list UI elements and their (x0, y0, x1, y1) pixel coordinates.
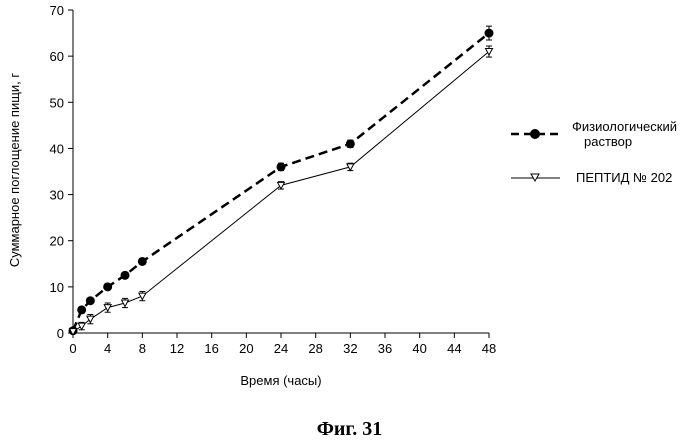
x-tick-label: 28 (308, 341, 322, 356)
legend-saline-label-line2: раствор (584, 134, 632, 149)
figure-caption: Фиг. 31 (316, 418, 383, 440)
peptide-data-point (484, 48, 494, 57)
saline-data-point (345, 139, 355, 149)
peptide-data-point (103, 304, 113, 313)
legend-item-saline: Физиологический раствор (511, 119, 677, 149)
x-tick-label: 32 (343, 341, 357, 356)
y-tick-label: 60 (50, 49, 64, 64)
peptide-data-point (345, 163, 355, 172)
legend-saline-label-line1: Физиологический (572, 119, 677, 134)
x-tick-label: 36 (378, 341, 392, 356)
legend-peptide-label: ПЕПТИД № 202 (576, 170, 672, 185)
y-axis-title: Суммарное поглощение пищи, г (7, 73, 22, 268)
saline-data-point (276, 162, 286, 172)
y-tick-label: 20 (50, 234, 64, 249)
peptide-data-point (120, 299, 130, 308)
x-tick-label: 12 (170, 341, 184, 356)
x-tick-label: 44 (447, 341, 461, 356)
axes (72, 10, 489, 334)
peptide-data-point (68, 328, 78, 337)
x-axis-title: Время (часы) (240, 373, 321, 388)
x-tick-label: 0 (69, 341, 76, 356)
peptide-data-point (137, 292, 147, 301)
saline-data-point (137, 256, 147, 266)
peptide-data-point (85, 315, 95, 324)
peptide-data-point (276, 181, 286, 190)
saline-data-point (103, 282, 113, 292)
legend-saline-marker (530, 129, 540, 139)
saline-data-point (484, 28, 494, 38)
x-tick-label: 24 (274, 341, 288, 356)
x-tick-label: 8 (139, 341, 146, 356)
x-tick-label: 16 (204, 341, 218, 356)
saline-data-point (77, 305, 87, 315)
y-tick-label: 0 (57, 326, 64, 341)
x-tick-label: 4 (104, 341, 111, 356)
x-tick-label: 48 (482, 341, 496, 356)
y-axis-ticks: 0 10 20 30 40 50 60 70 (50, 3, 73, 341)
y-tick-label: 40 (50, 141, 64, 156)
peptide-series-line (72, 51, 490, 333)
x-axis-ticks: 0 4 8 12 16 20 24 28 32 36 40 44 48 (69, 333, 496, 356)
y-tick-label: 50 (50, 95, 64, 110)
x-tick-label: 40 (412, 341, 426, 356)
legend-item-peptide: ПЕПТИД № 202 (511, 170, 672, 185)
legend-peptide-marker (530, 173, 540, 183)
series-saline (68, 25, 494, 336)
saline-data-point (85, 296, 95, 306)
legend: Физиологический раствор ПЕПТИД № 202 (511, 119, 677, 185)
series-peptide (68, 45, 494, 337)
x-tick-label: 20 (239, 341, 253, 356)
y-tick-label: 10 (50, 280, 64, 295)
y-tick-label: 30 (50, 188, 64, 203)
peptide-data-point (77, 322, 87, 331)
plot-area (68, 25, 494, 337)
y-tick-label: 70 (50, 3, 64, 18)
saline-data-point (120, 270, 130, 280)
